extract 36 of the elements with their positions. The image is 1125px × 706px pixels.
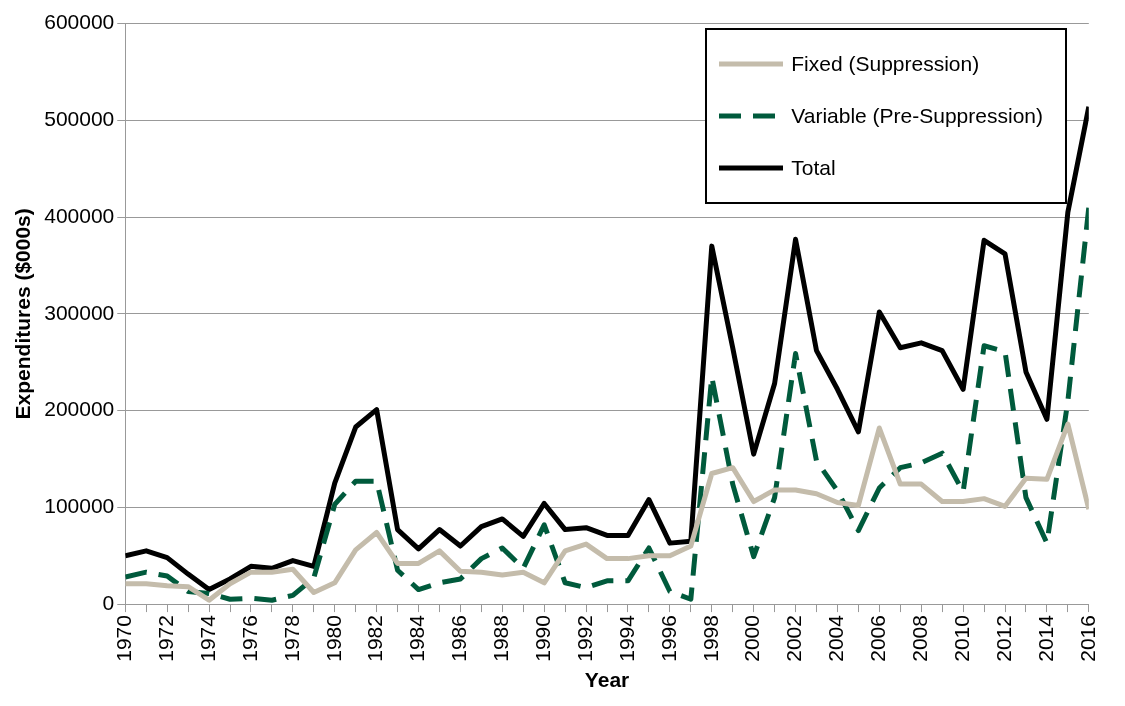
- x-tick-label: 2016: [1075, 615, 1099, 662]
- x-tick-label: 2012: [991, 615, 1015, 662]
- x-tick-label: 1982: [363, 615, 387, 662]
- y-tick-label: 500000: [44, 107, 115, 131]
- x-axis-title: Year: [584, 668, 630, 692]
- x-tick-label: 1984: [405, 614, 429, 662]
- x-tick-label: 1998: [698, 615, 722, 662]
- x-tick-label: 2014: [1033, 614, 1057, 662]
- x-tick-label: 2000: [740, 615, 764, 662]
- x-tick-label: 1974: [195, 614, 219, 662]
- y-axis-title: Expenditures ($000s): [11, 208, 35, 420]
- x-tick-label: 2008: [908, 615, 932, 662]
- y-tick-label: 0: [102, 590, 115, 614]
- x-tick-label: 2004: [824, 614, 848, 662]
- x-tick-label: 1986: [447, 615, 471, 662]
- y-tick-label: 200000: [44, 397, 115, 421]
- x-tick-label: 1970: [112, 615, 136, 662]
- x-tick-label: 2002: [782, 615, 806, 662]
- x-tick-label: 2010: [949, 615, 973, 662]
- x-tick-label: 1978: [279, 615, 303, 662]
- legend-label: Fixed (Suppression): [791, 52, 980, 76]
- x-tick-label: 1992: [572, 615, 596, 662]
- x-tick-label: 1980: [321, 615, 345, 662]
- y-tick-label: 300000: [44, 300, 115, 324]
- x-tick-label: 2006: [866, 615, 890, 662]
- x-tick-label: 1976: [237, 615, 261, 662]
- x-tick-label: 1972: [153, 615, 177, 662]
- x-tick-label: 1994: [614, 614, 638, 662]
- y-tick-label: 400000: [44, 203, 115, 227]
- legend-label: Variable (Pre-Suppression): [791, 104, 1043, 128]
- y-tick-label: 600000: [44, 10, 115, 34]
- x-tick-label: 1990: [531, 615, 554, 662]
- x-tick-label: 1988: [489, 615, 513, 662]
- x-tick-label: 1996: [656, 615, 680, 662]
- y-tick-label: 100000: [44, 494, 115, 518]
- legend-label: Total: [791, 156, 836, 180]
